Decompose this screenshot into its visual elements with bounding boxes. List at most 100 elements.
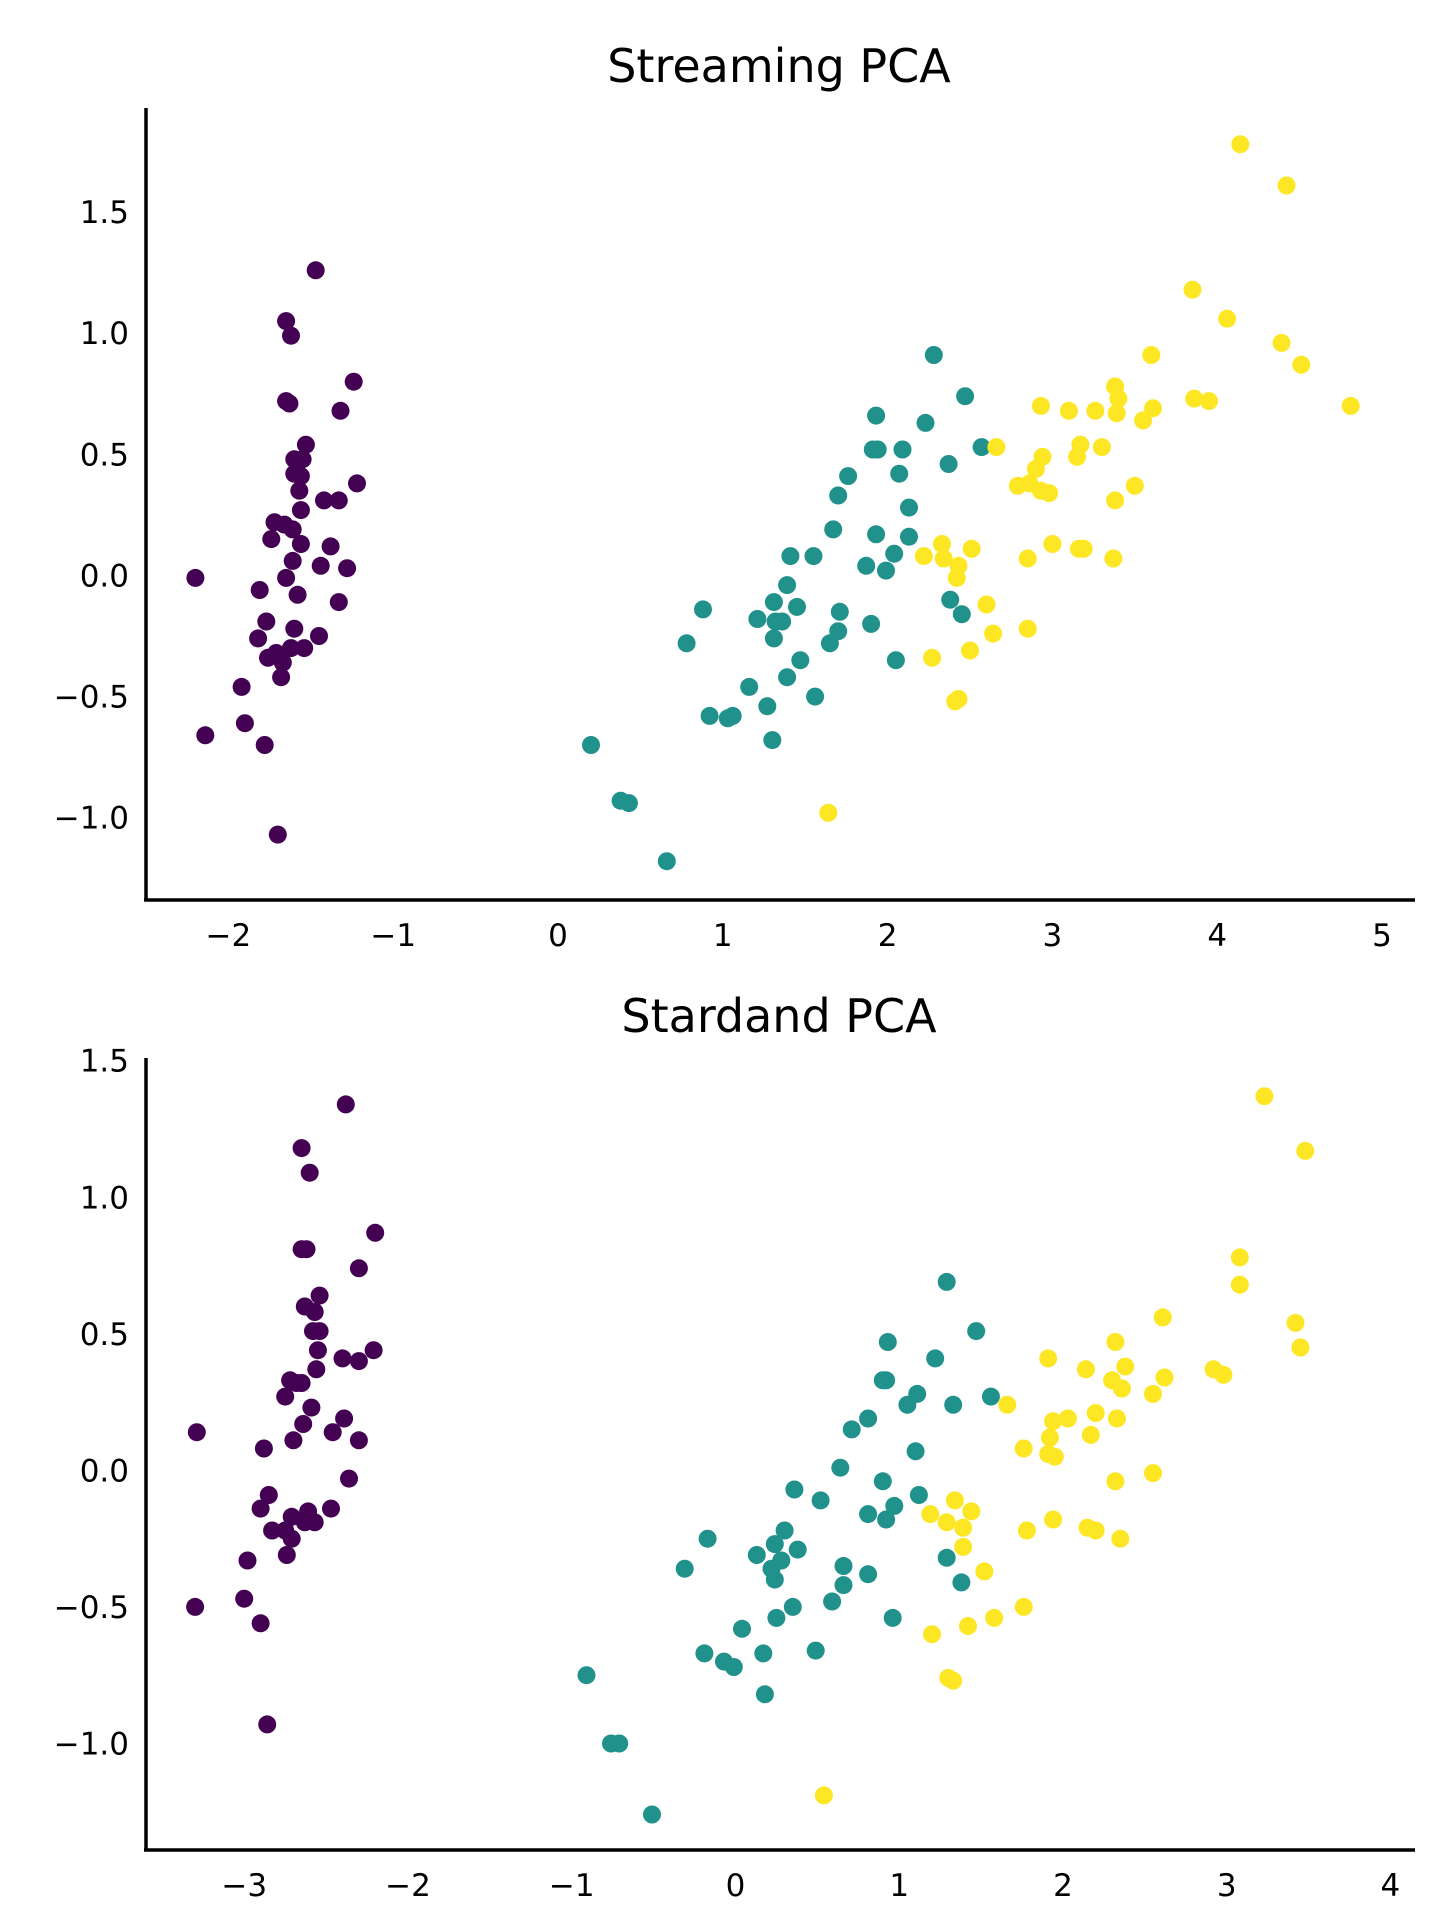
data-point	[186, 568, 205, 587]
data-point	[349, 1352, 368, 1371]
data-point	[283, 551, 302, 570]
data-point	[1144, 1384, 1162, 1403]
y-tick-label: −0.5	[54, 680, 129, 716]
x-tick-label: −2	[385, 1868, 431, 1904]
data-point	[338, 559, 357, 578]
data-point	[1106, 1333, 1125, 1351]
data-point	[763, 731, 782, 750]
data-point	[698, 1529, 717, 1548]
data-point	[255, 736, 274, 754]
data-point	[1076, 1360, 1095, 1379]
data-point	[859, 1409, 878, 1428]
data-point	[287, 1374, 306, 1392]
chart-standard-pca: Stardand PCA −3 −2 −1 0 1 2 3 4 −1.0 −0.5 0.0 0.5 1…	[54, 989, 1415, 1904]
data-point	[1109, 389, 1128, 408]
x-tick-label: −3	[221, 1868, 267, 1904]
y-tick-labels: −1.0 −0.5 0.0 0.5 1.0 1.5	[54, 195, 129, 837]
data-point	[1142, 346, 1161, 364]
data-point	[859, 1565, 878, 1584]
data-point	[900, 527, 918, 546]
data-point	[952, 605, 971, 624]
data-point	[262, 530, 281, 549]
data-point	[235, 714, 254, 733]
data-point	[952, 1573, 971, 1592]
data-point	[862, 614, 881, 633]
data-point	[791, 651, 810, 670]
data-point	[926, 1349, 945, 1368]
data-point	[291, 535, 310, 553]
data-point	[311, 556, 330, 575]
data-point	[967, 1322, 986, 1341]
data-point	[610, 1734, 629, 1753]
data-point	[1125, 476, 1144, 495]
data-point	[824, 520, 843, 539]
data-point	[306, 261, 325, 280]
data-point	[962, 1502, 981, 1521]
data-point	[1218, 309, 1237, 328]
y-tick-label: 1.5	[80, 195, 129, 231]
data-point	[944, 1671, 963, 1690]
x-tick-label: 3	[1043, 918, 1063, 954]
data-point	[1230, 1248, 1249, 1267]
x-tick-label: 4	[1381, 1868, 1401, 1904]
data-point	[873, 1371, 892, 1390]
data-point	[1044, 1412, 1063, 1431]
data-point	[1106, 491, 1125, 510]
data-point	[1086, 1521, 1105, 1540]
data-point	[335, 1409, 354, 1428]
data-point	[785, 1480, 804, 1499]
x-tick-label: −1	[370, 918, 416, 954]
data-point	[297, 1240, 316, 1259]
data-point	[867, 406, 886, 425]
data-point	[733, 1619, 751, 1638]
data-point	[349, 1431, 368, 1450]
x-tick-labels: −2 −1 0 1 2 3 4 5	[206, 918, 1392, 954]
data-point	[282, 326, 300, 345]
data-point	[1058, 1409, 1077, 1428]
data-point	[276, 1387, 295, 1406]
data-point	[1341, 396, 1360, 415]
data-point	[258, 1715, 277, 1734]
data-point	[987, 438, 1006, 457]
data-point	[250, 581, 269, 599]
data-point	[921, 1505, 940, 1524]
chart-streaming-pca: Streaming PCA −2 −1 0 1 2 3 4 5 −1.0 −0.5 0.0 0.5 1…	[54, 39, 1415, 954]
x-tick-label: 0	[726, 1868, 746, 1904]
data-point	[280, 394, 299, 413]
data-point	[1144, 1464, 1162, 1483]
data-point	[249, 629, 268, 648]
data-point	[941, 590, 960, 609]
y-tick-labels: −1.0 −0.5 0.0 0.5 1.0 1.5	[54, 1044, 129, 1763]
data-point	[740, 677, 759, 696]
data-point	[305, 1303, 324, 1321]
data-point	[1018, 619, 1037, 638]
data-point	[675, 1559, 694, 1578]
x-tick-label: 0	[548, 918, 568, 954]
data-point	[984, 624, 1003, 643]
data-point	[944, 1395, 963, 1414]
data-point	[954, 1537, 973, 1556]
data-point	[322, 1499, 340, 1518]
data-point	[315, 491, 333, 510]
data-point	[1144, 399, 1162, 418]
data-point	[302, 1398, 321, 1417]
data-point	[975, 1562, 994, 1581]
y-tick-label: 0.0	[80, 1453, 129, 1489]
data-point	[767, 1608, 786, 1627]
data-point	[937, 1548, 956, 1567]
data-point	[754, 1644, 773, 1663]
data-point	[839, 467, 858, 486]
data-point	[1291, 1338, 1310, 1357]
data-point	[820, 634, 839, 653]
data-point	[923, 648, 942, 667]
data-point	[842, 1420, 861, 1439]
data-point	[829, 486, 848, 505]
data-point	[977, 595, 996, 614]
data-point	[310, 627, 328, 645]
data-point	[1014, 1439, 1033, 1458]
data-point	[764, 593, 783, 612]
data-point	[677, 634, 696, 653]
data-point	[310, 1286, 329, 1305]
data-point	[868, 440, 887, 459]
data-point	[257, 612, 276, 631]
